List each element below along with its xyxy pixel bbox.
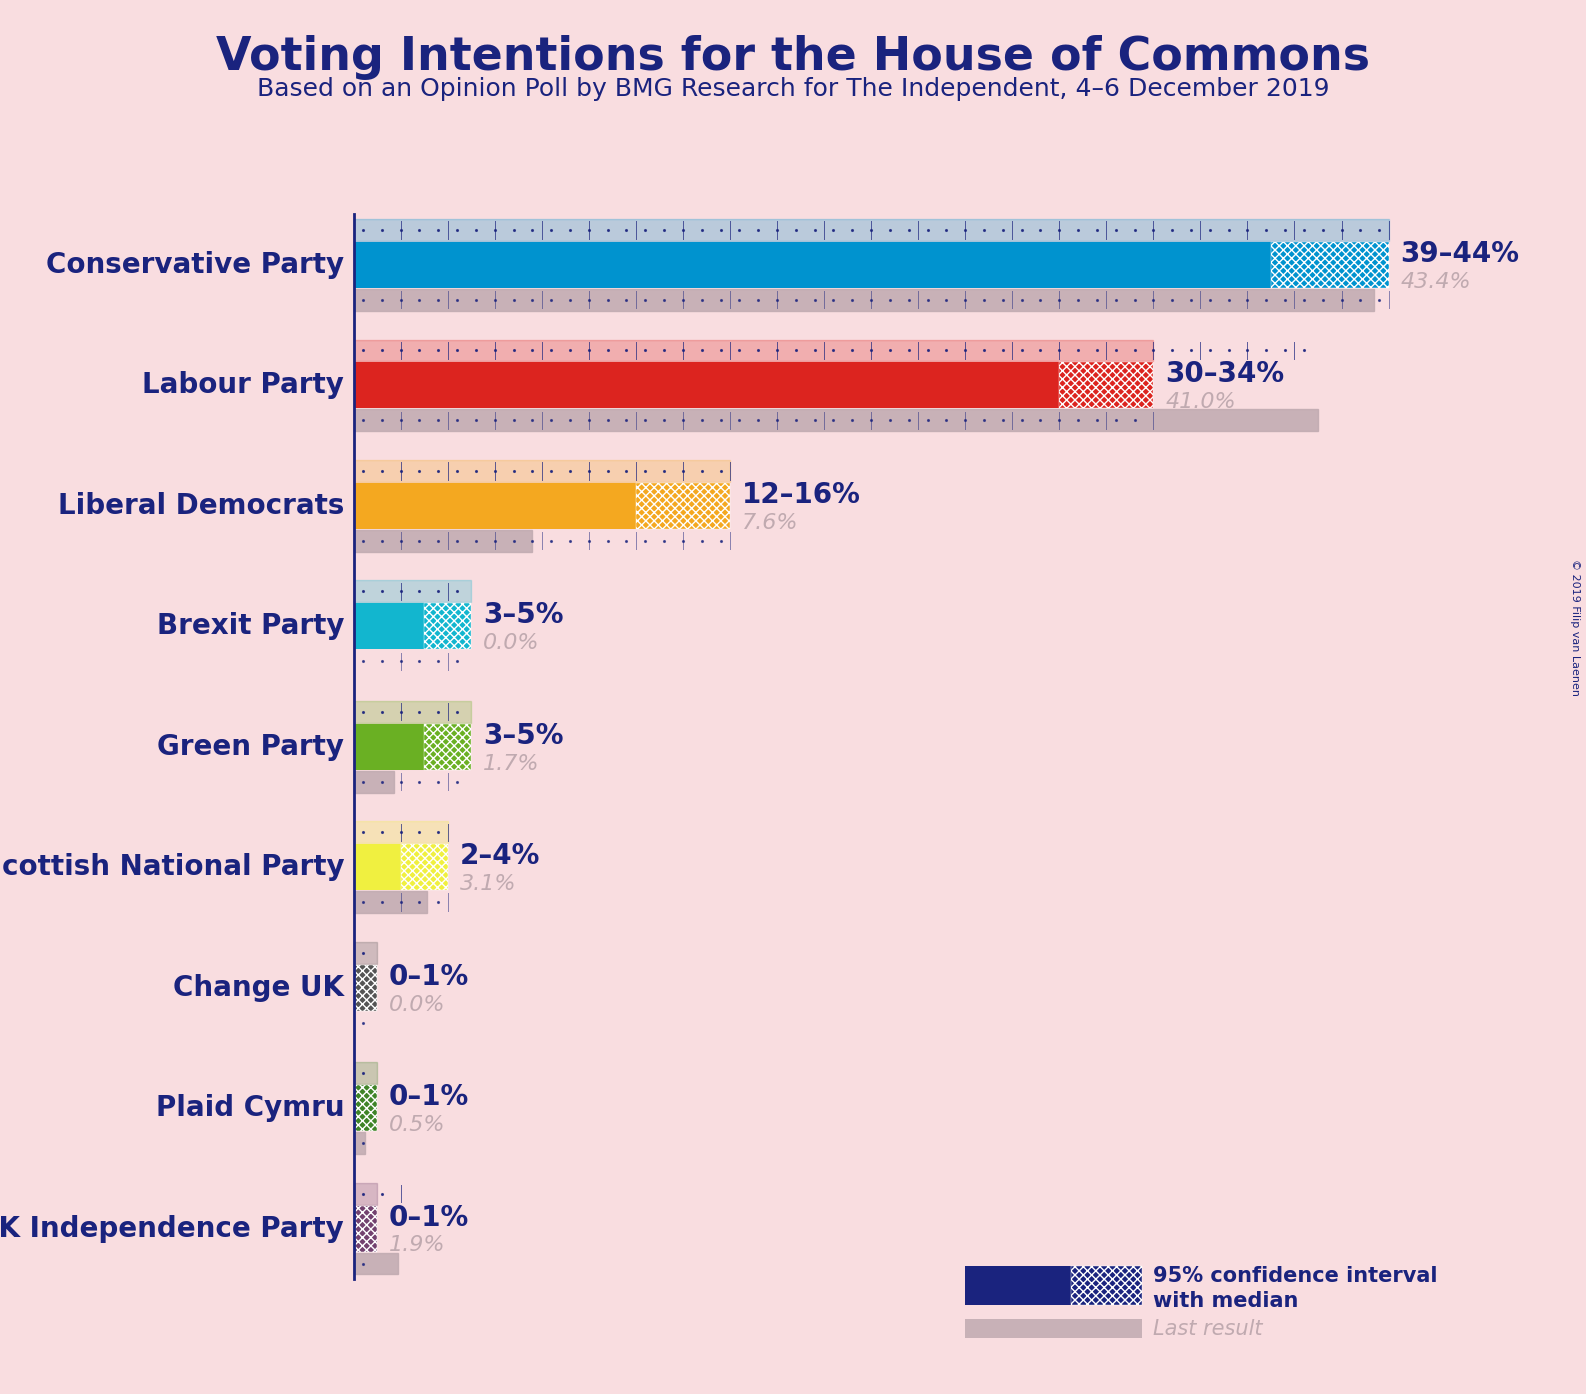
Text: 0–1%: 0–1% xyxy=(389,963,469,991)
Text: 43.4%: 43.4% xyxy=(1400,272,1470,291)
Bar xyxy=(354,289,1375,311)
Text: 3–5%: 3–5% xyxy=(484,601,563,630)
Bar xyxy=(354,460,730,482)
Text: Conservative Party: Conservative Party xyxy=(46,251,344,279)
Bar xyxy=(354,771,393,793)
Bar xyxy=(354,1206,377,1252)
Bar xyxy=(966,1319,1142,1338)
Text: © 2019 Filip van Laenen: © 2019 Filip van Laenen xyxy=(1570,559,1580,696)
Text: 0.0%: 0.0% xyxy=(389,994,446,1015)
Bar xyxy=(354,580,471,602)
Bar xyxy=(354,604,423,650)
Bar xyxy=(354,1062,377,1085)
Text: Liberal Democrats: Liberal Democrats xyxy=(57,492,344,520)
Bar xyxy=(354,1132,365,1154)
Text: 0–1%: 0–1% xyxy=(389,1083,469,1111)
Text: 1.7%: 1.7% xyxy=(484,754,539,774)
Text: UK Independence Party: UK Independence Party xyxy=(0,1214,344,1242)
Bar xyxy=(966,1266,1071,1305)
Text: 0.0%: 0.0% xyxy=(484,633,539,654)
Bar xyxy=(1059,362,1153,408)
Text: Based on an Opinion Poll by BMG Research for The Independent, 4–6 December 2019: Based on an Opinion Poll by BMG Research… xyxy=(257,77,1329,100)
Text: 12–16%: 12–16% xyxy=(742,481,861,509)
Text: Change UK: Change UK xyxy=(173,973,344,1002)
Bar xyxy=(354,821,447,843)
Text: with median: with median xyxy=(1153,1291,1299,1310)
Text: 1.9%: 1.9% xyxy=(389,1235,446,1256)
Text: 3.1%: 3.1% xyxy=(460,874,515,894)
Text: 30–34%: 30–34% xyxy=(1166,361,1285,389)
Bar xyxy=(354,530,533,552)
Bar xyxy=(354,410,1318,431)
Text: 41.0%: 41.0% xyxy=(1166,392,1235,413)
Text: 0–1%: 0–1% xyxy=(389,1204,469,1232)
Bar xyxy=(354,1184,377,1204)
Text: 95% confidence interval: 95% confidence interval xyxy=(1153,1266,1439,1285)
Text: 39–44%: 39–44% xyxy=(1400,240,1519,268)
Text: 7.6%: 7.6% xyxy=(742,513,798,533)
Bar xyxy=(354,845,401,891)
Bar xyxy=(423,604,471,650)
Bar xyxy=(354,1086,377,1131)
Text: 2–4%: 2–4% xyxy=(460,842,539,870)
Text: 0.5%: 0.5% xyxy=(389,1115,446,1135)
Bar xyxy=(1071,1266,1142,1305)
Text: Labour Party: Labour Party xyxy=(143,371,344,399)
Bar xyxy=(423,723,471,769)
Bar xyxy=(354,891,427,913)
Text: Green Party: Green Party xyxy=(157,733,344,761)
Bar xyxy=(354,723,423,769)
Bar xyxy=(1270,243,1389,287)
Text: Plaid Cymru: Plaid Cymru xyxy=(155,1094,344,1122)
Text: Brexit Party: Brexit Party xyxy=(157,612,344,640)
Bar xyxy=(354,965,377,1011)
Bar xyxy=(354,1253,398,1274)
Bar xyxy=(354,701,471,722)
Bar xyxy=(401,845,447,891)
Bar xyxy=(354,340,1153,361)
Bar xyxy=(354,942,377,963)
Text: Last result: Last result xyxy=(1153,1319,1262,1338)
Text: Voting Intentions for the House of Commons: Voting Intentions for the House of Commo… xyxy=(216,35,1370,79)
Bar xyxy=(354,362,1059,408)
Bar xyxy=(354,243,1270,287)
Text: Scottish National Party: Scottish National Party xyxy=(0,853,344,881)
Bar xyxy=(354,219,1389,241)
Bar xyxy=(354,482,636,528)
Bar xyxy=(636,482,730,528)
Text: 3–5%: 3–5% xyxy=(484,722,563,750)
